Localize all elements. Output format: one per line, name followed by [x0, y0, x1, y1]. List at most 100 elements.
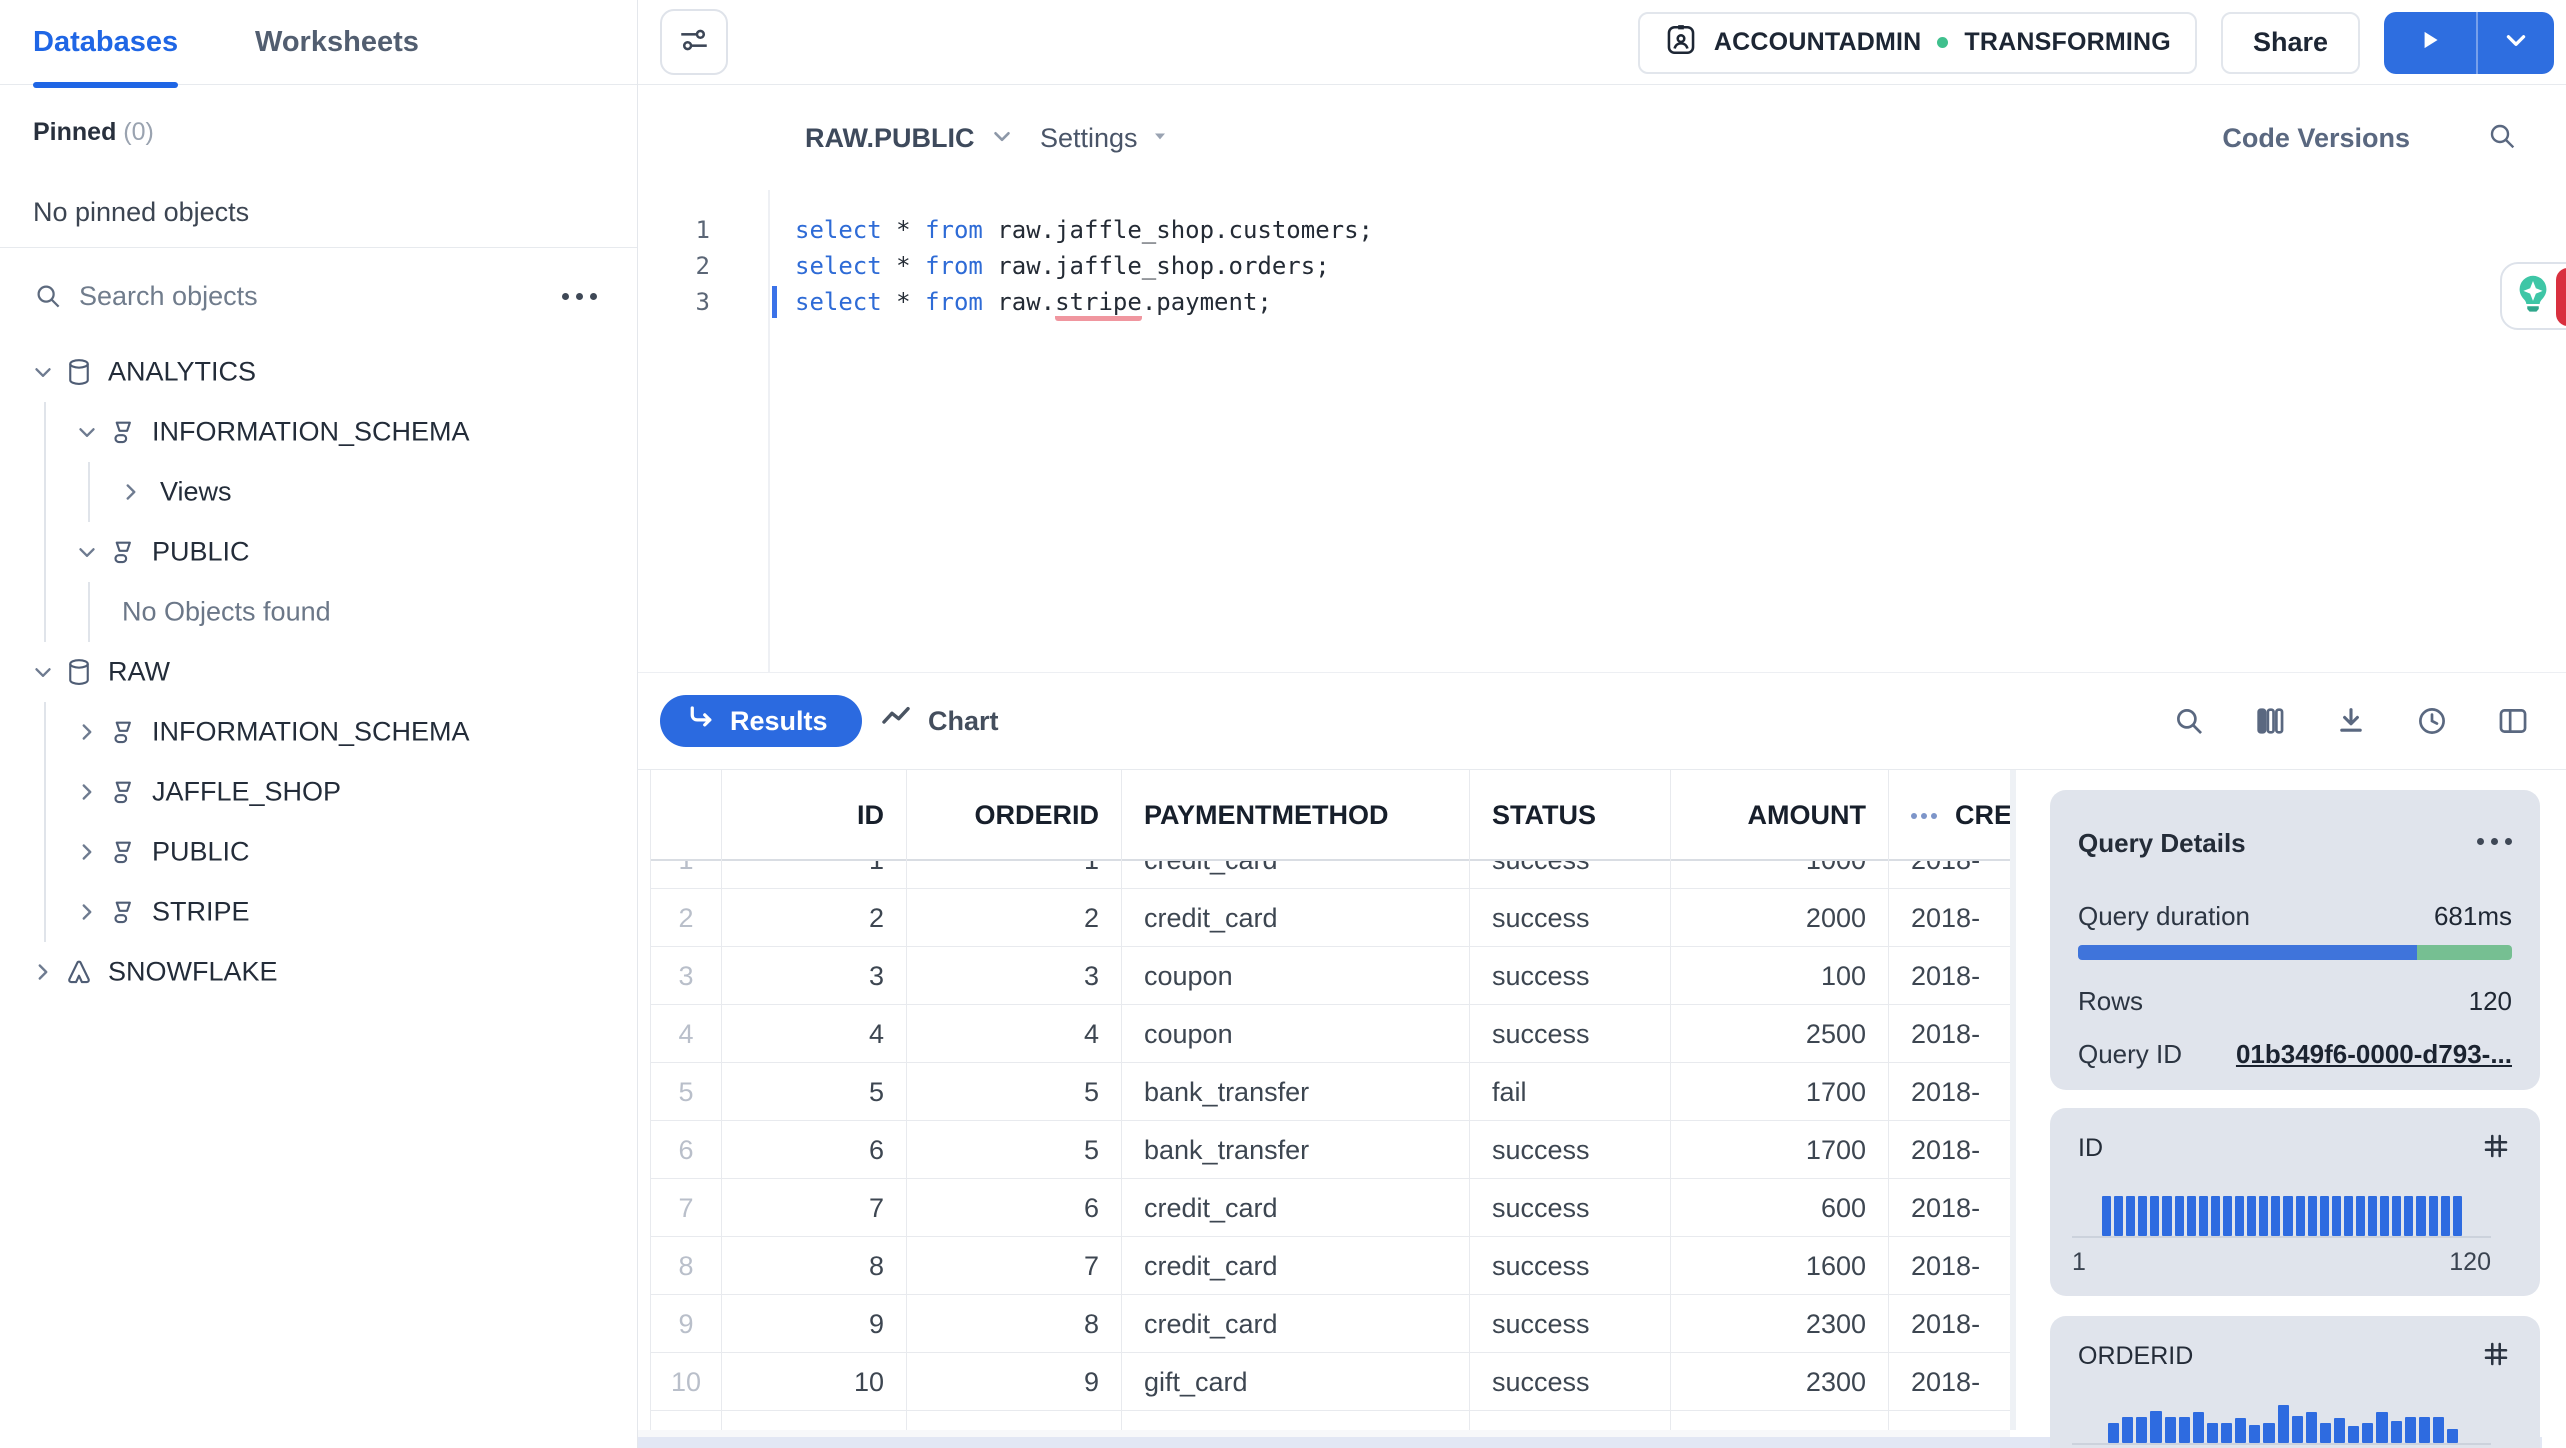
tab-results[interactable]: Results — [660, 695, 862, 747]
more-columns-icon[interactable] — [1911, 812, 1937, 819]
chevron-down-icon[interactable] — [74, 419, 100, 445]
table-cell[interactable]: 6 — [722, 1121, 907, 1179]
table-cell[interactable] — [1122, 1411, 1470, 1430]
code-line-3[interactable]: 3 select * from raw.stripe.payment; — [638, 284, 2566, 321]
table-cell[interactable]: 1700 — [1671, 1063, 1889, 1121]
worksheet-settings-button[interactable] — [660, 9, 728, 75]
search-objects-input[interactable] — [79, 280, 459, 312]
query-details-more-icon[interactable] — [2477, 838, 2512, 845]
table-cell[interactable]: 2000 — [1671, 889, 1889, 947]
table-cell[interactable]: success — [1470, 1353, 1671, 1411]
table-row[interactable]: 2 2 2 credit_card success 2000 2018- — [651, 889, 2010, 947]
table-cell[interactable]: bank_transfer — [1122, 1121, 1470, 1179]
code-versions-button[interactable]: Code Versions — [2222, 123, 2410, 154]
table-cell[interactable]: 2018- — [1889, 1237, 2010, 1295]
column-header-created[interactable]: CREATED — [1889, 770, 2010, 861]
table-cell[interactable]: 10 — [651, 1353, 722, 1411]
table-cell[interactable]: 2300 — [1671, 1295, 1889, 1353]
table-cell[interactable]: 1 — [722, 861, 907, 889]
table-cell[interactable]: coupon — [1122, 1005, 1470, 1063]
table-cell[interactable]: 6 — [651, 1121, 722, 1179]
table-cell[interactable] — [907, 1411, 1122, 1430]
table-cell[interactable]: gift_card — [1122, 1353, 1470, 1411]
table-row[interactable]: 8 8 7 credit_card success 1600 2018- — [651, 1237, 2010, 1295]
table-cell[interactable]: 100 — [1671, 947, 1889, 1005]
sidebar-more-icon[interactable] — [562, 292, 597, 300]
table-cell[interactable]: coupon — [1122, 947, 1470, 1005]
column-header-orderid[interactable]: ORDERID — [907, 770, 1122, 861]
tree-item-stripe[interactable]: STRIPE — [0, 882, 637, 942]
table-cell[interactable]: 8 — [907, 1295, 1122, 1353]
table-cell[interactable]: bank_transfer — [1122, 1063, 1470, 1121]
table-cell[interactable]: 2018- — [1889, 1121, 2010, 1179]
table-cell[interactable]: 2500 — [1671, 1005, 1889, 1063]
table-cell[interactable]: 10 — [722, 1353, 907, 1411]
tree-item-jaffle-shop[interactable]: JAFFLE_SHOP — [0, 762, 637, 822]
tree-item-analytics[interactable]: ANALYTICS — [0, 342, 637, 402]
tree-item-information-schema[interactable]: INFORMATION_SCHEMA — [0, 702, 637, 762]
table-cell[interactable]: 4 — [722, 1005, 907, 1063]
column-header-paymentmethod[interactable]: PAYMENTMETHOD — [1122, 770, 1470, 861]
table-cell[interactable]: credit_card — [1122, 1295, 1470, 1353]
tree-item-information-schema[interactable]: INFORMATION_SCHEMA — [0, 402, 637, 462]
table-row[interactable]: 7 7 6 credit_card success 600 2018- — [651, 1179, 2010, 1237]
chevron-down-icon[interactable] — [74, 539, 100, 565]
tab-databases[interactable]: Databases — [33, 0, 179, 88]
table-row[interactable]: 9 9 8 credit_card success 2300 2018- — [651, 1295, 2010, 1353]
code-line-2[interactable]: 2 select * from raw.jaffle_shop.orders; — [638, 248, 2566, 284]
column-header-rownum[interactable] — [651, 770, 722, 861]
sql-editor[interactable]: 1 select * from raw.jaffle_shop.customers… — [638, 190, 2566, 672]
settings-dropdown[interactable]: Settings — [1040, 123, 1170, 154]
table-cell[interactable]: success — [1470, 1121, 1671, 1179]
table-cell[interactable]: 8 — [651, 1237, 722, 1295]
editor-search-icon[interactable] — [2486, 120, 2518, 157]
chevron-right-icon[interactable] — [74, 779, 100, 805]
table-cell[interactable]: credit_card — [1122, 889, 1470, 947]
chevron-right-icon[interactable] — [74, 839, 100, 865]
chevron-right-icon[interactable] — [30, 959, 56, 985]
tree-item-views[interactable]: Views — [0, 462, 637, 522]
table-cell[interactable]: 9 — [651, 1295, 722, 1353]
table-cell[interactable]: 9 — [722, 1295, 907, 1353]
tree-item-snowflake[interactable]: SNOWFLAKE — [0, 942, 637, 1002]
table-cell[interactable]: 5 — [651, 1063, 722, 1121]
assistant-suggestion-pill[interactable]: 1 — [2500, 262, 2566, 330]
column-header-id[interactable]: ID — [722, 770, 907, 861]
chevron-down-icon[interactable] — [30, 359, 56, 385]
tab-worksheets[interactable]: Worksheets — [255, 0, 419, 85]
numeric-column-icon[interactable] — [2480, 1338, 2512, 1375]
database-context-selector[interactable]: RAW.PUBLIC — [805, 123, 1015, 154]
table-cell[interactable]: 6 — [907, 1179, 1122, 1237]
table-row[interactable]: 4 4 4 coupon success 2500 2018- — [651, 1005, 2010, 1063]
table-cell[interactable]: success — [1470, 1005, 1671, 1063]
tab-chart[interactable]: Chart — [880, 702, 999, 741]
table-cell[interactable]: 2018- — [1889, 889, 2010, 947]
table-cell[interactable]: 2018- — [1889, 861, 2010, 889]
column-header-status[interactable]: STATUS — [1470, 770, 1671, 861]
table-horizontal-scrollbar[interactable] — [638, 1437, 2542, 1448]
table-cell[interactable]: success — [1470, 861, 1671, 889]
history-icon[interactable] — [2415, 704, 2449, 738]
table-cell[interactable]: 2018- — [1889, 1179, 2010, 1237]
table-vertical-scrollbar[interactable] — [2010, 770, 2016, 1430]
table-cell[interactable]: 7 — [722, 1179, 907, 1237]
table-cell[interactable]: 3 — [907, 947, 1122, 1005]
table-cell[interactable]: 8 — [722, 1237, 907, 1295]
table-cell[interactable]: 2018- — [1889, 1063, 2010, 1121]
results-search-icon[interactable] — [2172, 704, 2206, 738]
chevron-right-icon[interactable] — [118, 479, 144, 505]
query-id-link[interactable]: 01b349f6-0000-d793-... — [2235, 1039, 2512, 1069]
table-cell[interactable]: 2 — [722, 889, 907, 947]
table-cell[interactable]: fail — [1470, 1063, 1671, 1121]
table-row[interactable]: 10 10 9 gift_card success 2300 2018- — [651, 1353, 2010, 1411]
tree-item-public[interactable]: PUBLIC — [0, 822, 637, 882]
run-button[interactable] — [2384, 12, 2476, 74]
chevron-right-icon[interactable] — [74, 899, 100, 925]
tree-item-raw[interactable]: RAW — [0, 642, 637, 702]
table-cell[interactable]: 7 — [907, 1237, 1122, 1295]
table-cell[interactable]: 2018- — [1889, 1005, 2010, 1063]
table-cell[interactable] — [651, 1411, 722, 1430]
table-cell[interactable]: 4 — [907, 1005, 1122, 1063]
table-cell[interactable] — [1671, 1411, 1889, 1430]
table-cell[interactable]: success — [1470, 947, 1671, 1005]
